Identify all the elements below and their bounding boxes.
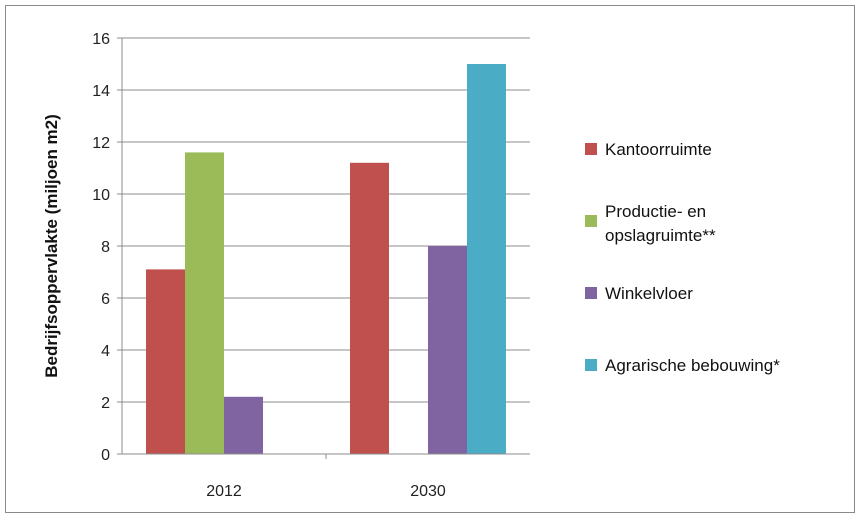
x-tick-labels: 2012 2030 xyxy=(206,483,446,500)
y-tick-label: 10 xyxy=(92,187,110,204)
bar-1-2012 xyxy=(146,269,185,454)
legend-swatch xyxy=(585,143,597,155)
bar-1-2030 xyxy=(350,162,389,455)
legend-label: Productie- en opslagruimte** xyxy=(605,202,716,245)
y-tick-label: 2 xyxy=(101,395,110,412)
y-tick-label: 6 xyxy=(101,291,110,308)
y-axis-label: Bedrijfsoppervlakte (miljoen m2) xyxy=(42,114,61,378)
legend-label: Winkelvloer xyxy=(605,284,693,303)
bars xyxy=(146,64,506,455)
bar-4-2030 xyxy=(467,64,506,454)
legend-label: Agrarische bebouwing* xyxy=(605,356,780,375)
y-tick-label: 0 xyxy=(101,447,110,464)
x-tick-label: 2030 xyxy=(410,483,446,500)
legend-swatch xyxy=(585,359,597,371)
y-tick-label: 12 xyxy=(92,135,110,152)
bar-3-2030 xyxy=(428,246,467,454)
y-tick-label: 16 xyxy=(92,31,110,48)
y-tick-label: 14 xyxy=(92,83,110,100)
y-tick-label: 8 xyxy=(101,239,110,256)
legend: Kantoorruimte Productie- en opslagruimte**… xyxy=(585,140,780,375)
y-tick-labels: 0 2 4 6 8 10 12 14 16 xyxy=(92,31,110,464)
legend-label: Kantoorruimte xyxy=(605,140,712,159)
axes xyxy=(121,38,530,459)
bar-3-2012 xyxy=(224,396,263,454)
legend-swatch xyxy=(585,287,597,299)
y-tick-label: 4 xyxy=(101,343,110,360)
bar-2-2012 xyxy=(185,152,224,454)
x-tick-label: 2012 xyxy=(206,483,242,500)
legend-swatch xyxy=(585,215,597,227)
